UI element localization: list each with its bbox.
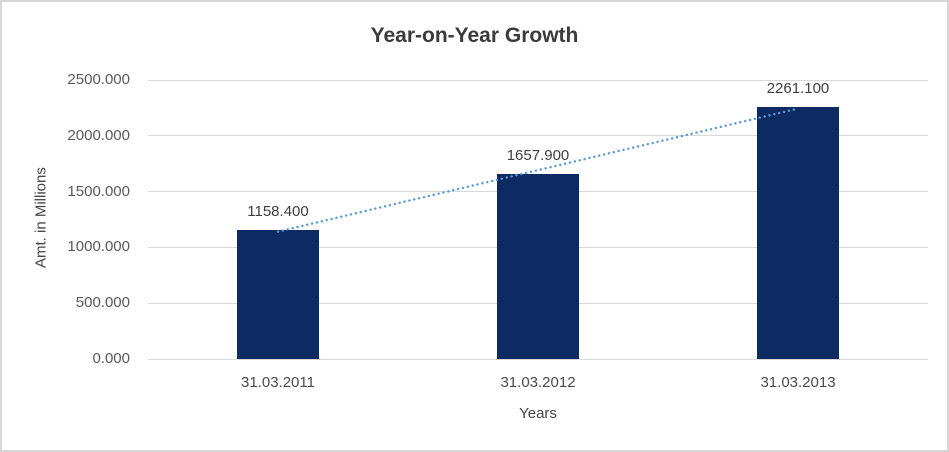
x-tick-label: 31.03.2012 [500, 374, 576, 391]
bar-31.03.2013 [757, 106, 839, 359]
y-tick-label: 1000.000 [67, 238, 130, 256]
y-tick-label: 2500.000 [67, 71, 130, 88]
bar-31.03.2012 [497, 173, 579, 359]
y-axis-title: Amt. in Millions [32, 167, 50, 268]
x-axis-title: Years [519, 405, 557, 422]
y-tick-label: 0.000 [92, 350, 130, 367]
y-tick-label: 2000.000 [67, 126, 130, 144]
y-tick-label: 500.000 [75, 294, 130, 312]
data-label: 1657.900 [506, 146, 570, 164]
gridline [148, 135, 928, 137]
gridline [148, 358, 928, 360]
x-tick-label: 31.03.2013 [760, 374, 836, 391]
bar-31.03.2011 [237, 229, 319, 359]
plot-area: 1158.400 1657.900 2261.100 [148, 79, 928, 360]
y-tick-label: 1500.000 [67, 182, 130, 200]
chart-title: Year-on-Year Growth [370, 24, 579, 47]
gridline [148, 79, 928, 81]
data-label: 1158.400 [247, 202, 309, 220]
trendline [276, 107, 800, 233]
x-tick-label: 31.03.2011 [241, 374, 315, 391]
data-label: 2261.100 [766, 79, 830, 97]
